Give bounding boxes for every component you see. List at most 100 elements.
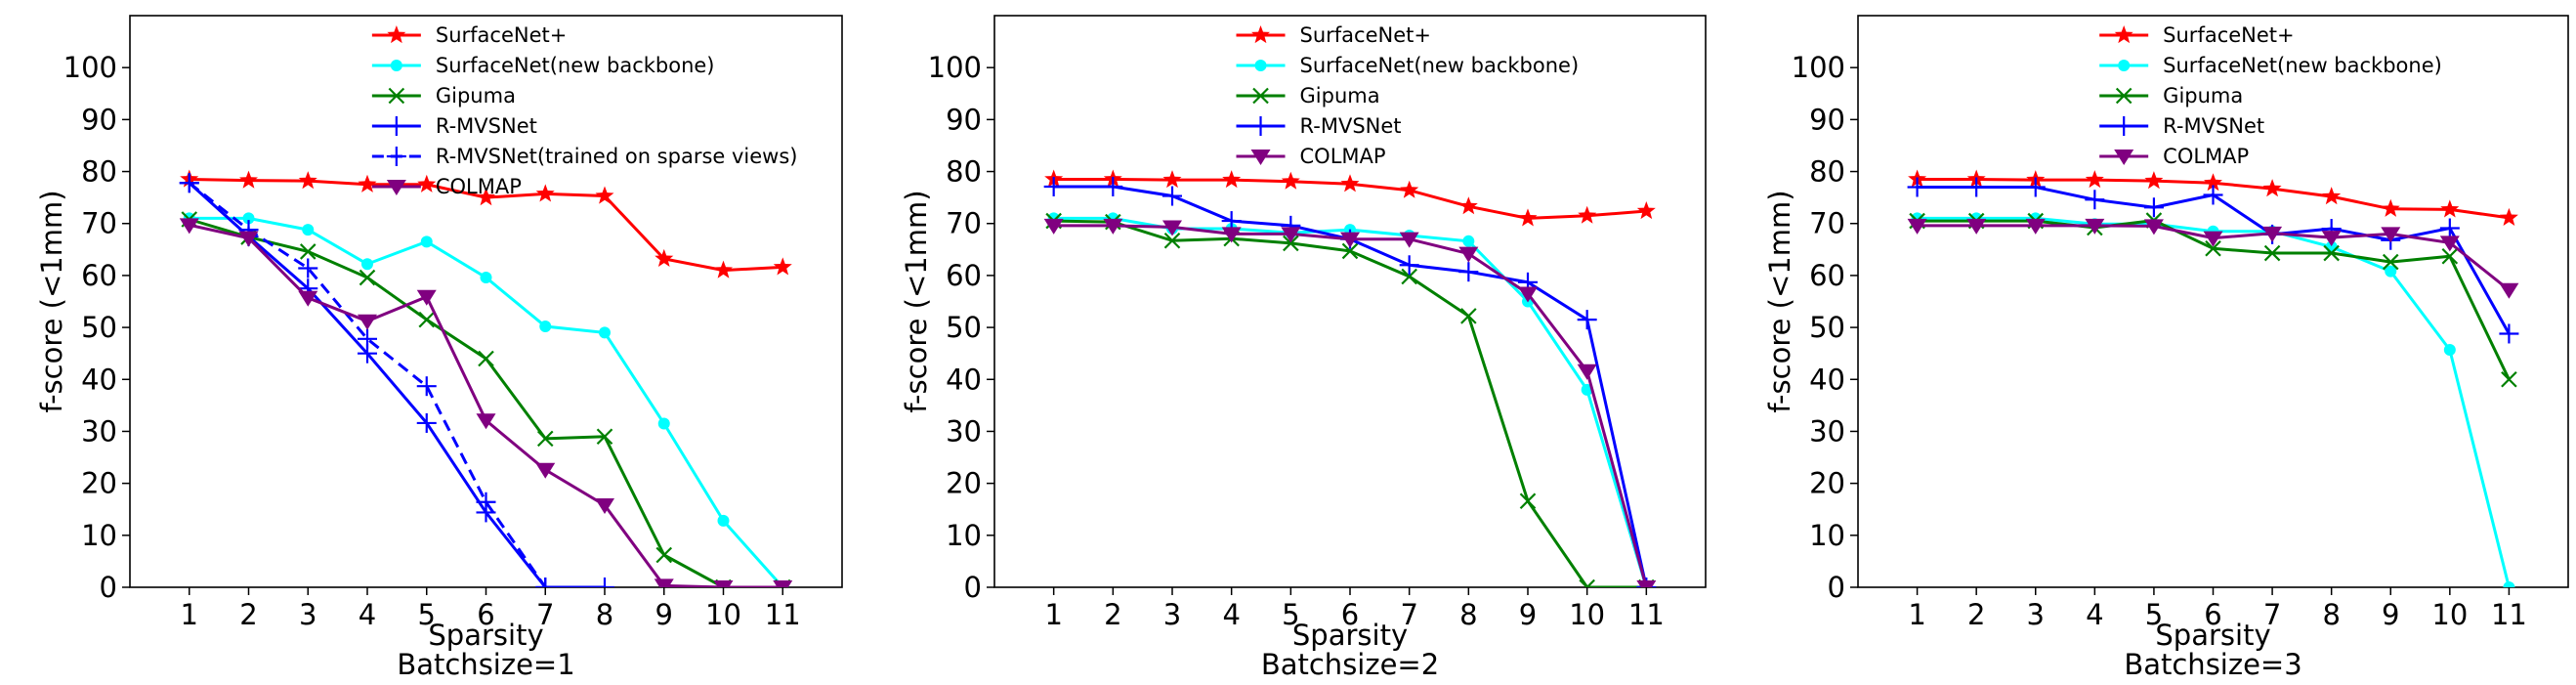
y-tick-label: 0 — [100, 571, 117, 604]
y-tick-label: 70 — [1809, 207, 1845, 240]
data-point — [2263, 244, 2281, 262]
x-tick-label: 9 — [1519, 598, 1537, 631]
series-colmap — [1043, 218, 1657, 587]
legend-label: R-MVSNet — [2163, 114, 2264, 138]
data-point — [298, 171, 317, 190]
data-point — [2439, 235, 2460, 252]
data-point — [1281, 171, 1300, 190]
legend-marker — [2114, 25, 2133, 44]
data-point — [654, 578, 674, 587]
series-surfacenet-new-backbone — [1047, 212, 1653, 587]
y-tick-label: 30 — [1809, 414, 1845, 448]
series-gipuma — [181, 211, 791, 587]
y-tick-label: 60 — [81, 259, 117, 292]
data-point — [1577, 364, 1597, 380]
data-point — [1399, 255, 1419, 276]
y-tick-label: 50 — [81, 311, 117, 344]
data-point — [595, 578, 614, 587]
series-r-mvsnet-trained-on-sparse-views — [179, 173, 556, 587]
data-point — [1966, 177, 1987, 197]
data-point — [2322, 187, 2342, 205]
x-tick-label: 1 — [181, 598, 198, 631]
legend-marker — [386, 147, 406, 166]
y-tick-label: 20 — [946, 467, 982, 500]
legend-label: COLMAP — [2163, 145, 2249, 168]
data-point — [2143, 219, 2164, 235]
data-point — [2499, 282, 2519, 299]
data-point — [2025, 218, 2046, 235]
data-point — [1221, 227, 1242, 243]
data-point — [535, 184, 555, 202]
data-point — [238, 231, 259, 247]
x-tick-label: 4 — [359, 598, 376, 631]
data-point — [2443, 343, 2456, 356]
data-point-stroke — [1401, 268, 1417, 285]
legend-label: Gipuma — [436, 84, 516, 107]
data-point — [1222, 170, 1242, 189]
legend-label: SurfaceNet(new backbone) — [1300, 54, 1580, 77]
data-point — [2144, 171, 2164, 190]
data-point-stroke — [2501, 370, 2517, 388]
y-axis-label: f-score (<1mm) — [35, 190, 68, 412]
data-point — [717, 514, 730, 527]
data-point — [1163, 232, 1181, 249]
data-point-stroke — [1585, 578, 1595, 587]
y-tick-label: 10 — [1809, 519, 1845, 552]
data-point — [478, 350, 494, 367]
data-point — [1458, 262, 1479, 282]
data-point — [1399, 232, 1419, 248]
data-point — [2499, 207, 2518, 226]
y-tick-label: 100 — [928, 51, 982, 84]
data-point — [358, 314, 377, 330]
data-point — [239, 170, 258, 189]
legend-label: Gipuma — [1300, 84, 1380, 107]
x-tick-label: 1 — [1044, 598, 1062, 631]
y-tick-label: 90 — [1809, 103, 1845, 136]
legend-marker-stroke — [1252, 87, 1269, 105]
x-tick-label: 2 — [239, 598, 257, 631]
data-point — [298, 258, 318, 278]
data-point — [714, 260, 733, 278]
y-axis-label: f-score (<1mm) — [900, 190, 933, 412]
data-point-stroke — [1163, 232, 1181, 249]
legend-marker — [1250, 150, 1271, 165]
chart-panel-1: 0 10 20 30 40 50 60 70 80 90 100 1 2 3 4 5 6 7 8 9 10 11 Spars… — [35, 15, 843, 681]
data-point — [1578, 205, 1597, 224]
data-point — [1281, 227, 1301, 243]
x-tick-label: 8 — [2322, 598, 2340, 631]
data-point — [596, 428, 613, 446]
data-point-stroke — [655, 546, 673, 564]
y-tick-label: 80 — [81, 155, 117, 189]
data-point — [1907, 177, 1927, 197]
data-point — [2323, 244, 2340, 262]
data-point — [358, 174, 377, 193]
x-tick-label: 3 — [1163, 598, 1181, 631]
x-tick-label: 8 — [596, 598, 613, 631]
data-point — [420, 235, 433, 248]
y-tick-label: 80 — [946, 155, 982, 189]
chart-panel-3: 0 10 20 30 40 50 60 70 80 90 100 1 2 3 4 5 6 7 8 9 10 11 Spars… — [1763, 15, 2569, 681]
data-point — [595, 186, 614, 204]
data-point-stroke — [2382, 253, 2399, 271]
data-point — [298, 290, 318, 307]
data-point — [2205, 239, 2221, 257]
legend-label: COLMAP — [1300, 145, 1386, 168]
data-point — [2085, 170, 2104, 189]
data-point — [657, 417, 670, 430]
x-tick-label: 10 — [705, 598, 741, 631]
data-point-stroke — [1519, 492, 1537, 509]
data-point — [480, 272, 492, 284]
chart-subtitle: Batchsize=3 — [2124, 648, 2302, 681]
data-point — [1341, 242, 1359, 260]
chart-subtitle: Batchsize=1 — [397, 648, 574, 681]
y-tick-label: 20 — [81, 467, 117, 500]
y-tick-label: 0 — [964, 571, 982, 604]
y-tick-label: 100 — [1792, 51, 1845, 84]
series-line — [1917, 216, 2511, 587]
y-tick-label: 40 — [81, 363, 117, 396]
data-point-stroke — [2263, 244, 2281, 262]
y-tick-label: 40 — [946, 363, 982, 396]
data-point — [2385, 265, 2397, 278]
data-point — [2499, 323, 2519, 344]
